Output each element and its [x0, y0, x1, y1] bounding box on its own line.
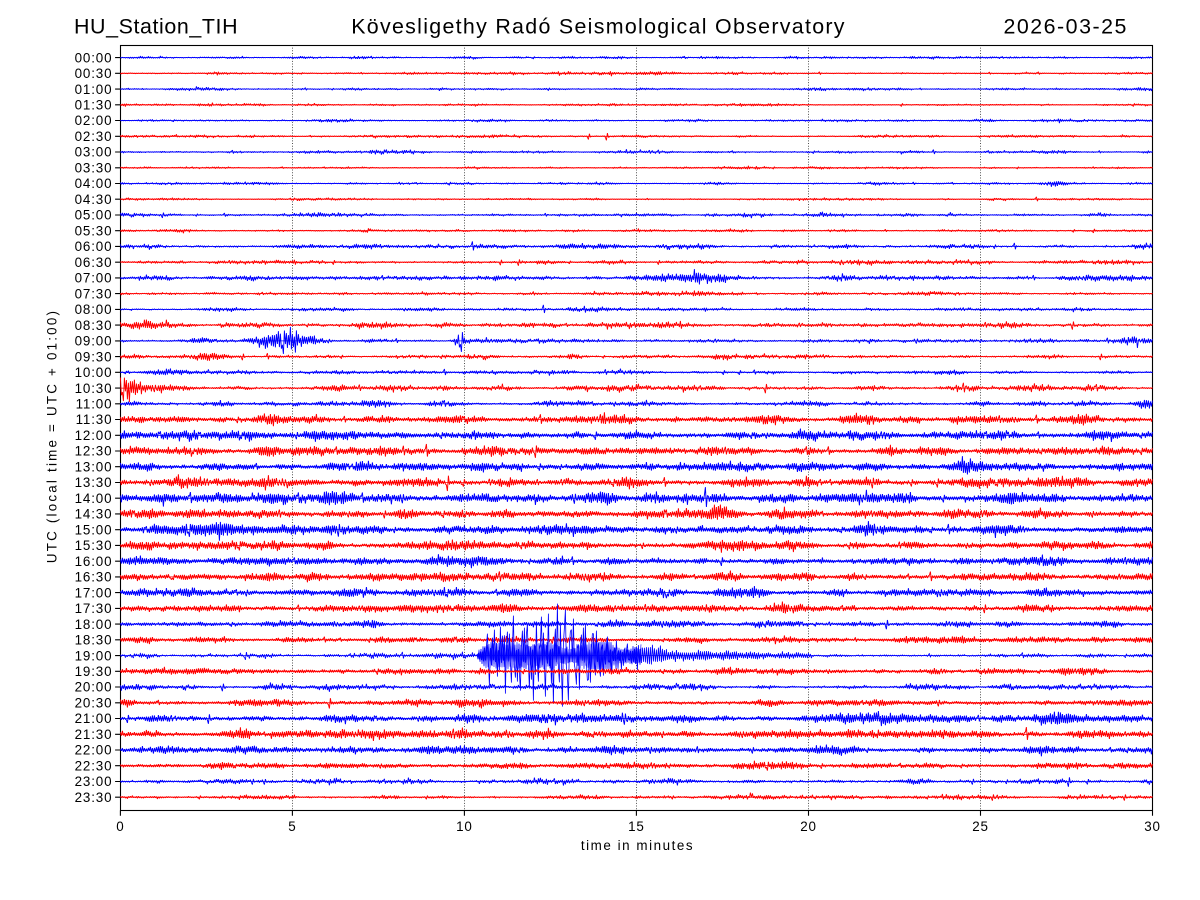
svg-text:2026-03-25: 2026-03-25	[1003, 15, 1127, 39]
svg-text:00:30: 00:30	[75, 66, 113, 81]
svg-text:00:00: 00:00	[75, 50, 113, 65]
svg-text:03:00: 03:00	[75, 145, 113, 160]
svg-text:07:30: 07:30	[75, 286, 113, 301]
svg-text:11:00: 11:00	[76, 397, 113, 412]
svg-text:5: 5	[288, 819, 296, 834]
svg-text:11:30: 11:30	[76, 412, 113, 427]
svg-text:30: 30	[1144, 819, 1161, 834]
svg-text:10:30: 10:30	[75, 381, 113, 396]
svg-text:12:30: 12:30	[75, 444, 113, 459]
svg-text:0: 0	[116, 819, 124, 834]
svg-text:15:30: 15:30	[75, 538, 113, 553]
svg-text:20: 20	[800, 819, 817, 834]
svg-text:07:00: 07:00	[75, 271, 113, 286]
svg-text:04:00: 04:00	[75, 176, 113, 191]
svg-text:Kövesligethy Radó Seismologica: Kövesligethy Radó Seismological Observat…	[351, 15, 846, 39]
svg-text:13:00: 13:00	[75, 459, 113, 474]
svg-text:08:30: 08:30	[75, 318, 113, 333]
svg-text:03:30: 03:30	[75, 161, 113, 176]
svg-text:17:00: 17:00	[75, 585, 113, 600]
svg-text:25: 25	[972, 819, 989, 834]
svg-text:17:30: 17:30	[75, 601, 113, 616]
svg-text:HU_Station_TIH: HU_Station_TIH	[74, 15, 238, 39]
svg-text:23:00: 23:00	[75, 774, 113, 789]
svg-text:23:30: 23:30	[75, 790, 113, 805]
svg-text:06:00: 06:00	[75, 239, 113, 254]
svg-text:14:00: 14:00	[75, 491, 113, 506]
svg-text:01:00: 01:00	[75, 82, 113, 97]
svg-text:20:30: 20:30	[75, 696, 113, 711]
svg-text:UTC (local time = UTC + 01:00): UTC (local time = UTC + 01:00)	[45, 309, 60, 563]
svg-text:21:30: 21:30	[75, 727, 113, 742]
svg-text:21:00: 21:00	[75, 711, 113, 726]
svg-text:10:00: 10:00	[75, 365, 113, 380]
svg-text:15:00: 15:00	[75, 522, 113, 537]
svg-text:06:30: 06:30	[75, 255, 113, 270]
svg-text:time in minutes: time in minutes	[581, 838, 694, 853]
svg-text:16:00: 16:00	[75, 554, 113, 569]
svg-text:19:30: 19:30	[75, 664, 113, 679]
svg-text:19:00: 19:00	[75, 648, 113, 663]
svg-text:02:30: 02:30	[75, 129, 113, 144]
svg-text:18:30: 18:30	[75, 633, 113, 648]
svg-text:09:00: 09:00	[75, 334, 113, 349]
svg-text:14:30: 14:30	[75, 507, 113, 522]
svg-text:08:00: 08:00	[75, 302, 113, 317]
svg-text:15: 15	[628, 819, 645, 834]
svg-text:22:30: 22:30	[75, 758, 113, 773]
svg-text:01:30: 01:30	[75, 98, 113, 113]
svg-text:04:30: 04:30	[75, 192, 113, 207]
svg-text:20:00: 20:00	[75, 680, 113, 695]
svg-text:18:00: 18:00	[75, 617, 113, 632]
svg-text:10: 10	[456, 819, 473, 834]
svg-text:05:00: 05:00	[75, 208, 113, 223]
svg-text:12:00: 12:00	[75, 428, 113, 443]
svg-text:13:30: 13:30	[75, 475, 113, 490]
svg-text:16:30: 16:30	[75, 570, 113, 585]
svg-text:02:00: 02:00	[75, 113, 113, 128]
svg-text:05:30: 05:30	[75, 223, 113, 238]
svg-text:22:00: 22:00	[75, 743, 113, 758]
svg-text:09:30: 09:30	[75, 349, 113, 364]
